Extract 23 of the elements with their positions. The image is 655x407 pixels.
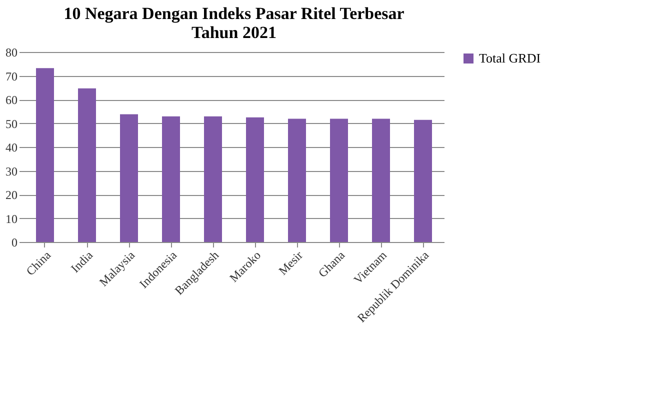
y-tick-label: 20 <box>6 188 18 202</box>
x-tick-label: India <box>68 248 96 276</box>
text: 10 Negara Dengan Indeks Pasar Ritel Terbesar <box>64 4 404 23</box>
bar <box>36 68 54 242</box>
y-tick-label: 80 <box>6 46 18 60</box>
bar <box>78 88 96 242</box>
bar <box>246 117 264 242</box>
text: Tahun 2021 <box>192 23 276 42</box>
bar <box>120 114 138 242</box>
bar <box>288 118 306 242</box>
bar <box>162 116 180 242</box>
bar <box>330 118 348 242</box>
y-tick-label: 50 <box>6 116 18 131</box>
bar <box>372 118 390 242</box>
y-tick-label: 60 <box>6 93 18 107</box>
y-tick-label: 30 <box>6 164 18 178</box>
y-tick-label: 0 <box>12 236 18 250</box>
y-tick-label: 10 <box>6 212 18 226</box>
legend-label: Total GRDI <box>479 50 541 66</box>
bar <box>204 116 222 242</box>
y-tick-label: 70 <box>6 69 18 84</box>
y-tick-label: 40 <box>6 140 18 154</box>
bar <box>414 120 432 242</box>
